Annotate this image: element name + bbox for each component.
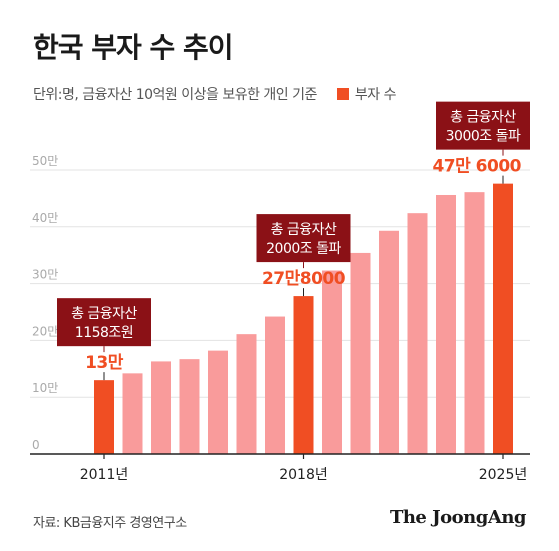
y-tick-label: 50만 (32, 154, 58, 168)
annotation-text: 총 금융자산 (271, 222, 337, 238)
x-tick-label: 2011년 (80, 467, 129, 483)
highlight-bar (293, 296, 314, 454)
bar (350, 252, 371, 454)
annotation-box (436, 101, 530, 150)
highlight-bar (94, 380, 114, 454)
annotation-text: 총 금융자산 (71, 306, 137, 322)
y-tick-label: 10만 (32, 381, 58, 395)
bar (122, 373, 143, 454)
bar (436, 194, 456, 454)
bar (379, 230, 399, 454)
annotation-box (57, 298, 151, 347)
y-tick-label: 0 (32, 438, 40, 452)
bar (322, 270, 342, 454)
highlight-bar (493, 183, 513, 454)
bar (208, 350, 228, 454)
y-tick-label: 40만 (32, 211, 58, 225)
source-note: 자료: KB금융지주 경영연구소 (33, 516, 187, 531)
annotation-text: 총 금융자산 (450, 110, 516, 126)
bar (179, 359, 200, 454)
chart-title: 한국 부자 수 추이 (33, 31, 234, 64)
bar (407, 213, 428, 454)
bar (265, 316, 285, 454)
data-label: 13만 (85, 353, 124, 373)
data-label: 27만8000 (262, 269, 346, 289)
subtitle-row: 단위:명, 금융자산 10억원 이상을 보유한 개인 기준 부자 수 (33, 84, 397, 104)
bar (464, 192, 485, 455)
legend-swatch (336, 88, 349, 100)
bar (151, 361, 171, 454)
annotation-text: 2000조 돌파 (266, 241, 341, 257)
bar (236, 334, 257, 454)
legend-label: 부자 수 (354, 87, 397, 103)
annotation-text: 1158조원 (75, 325, 133, 341)
x-tick-label: 2025년 (479, 467, 528, 483)
unit-note: 단위:명, 금융자산 10억원 이상을 보유한 개인 기준 (33, 87, 317, 103)
y-tick-label: 20만 (32, 324, 58, 338)
x-tick-label: 2018년 (279, 467, 328, 483)
brand-logo: The JoongAng (389, 507, 527, 528)
annotation-text: 3000조 돌파 (446, 129, 521, 145)
annotation-box (256, 214, 351, 263)
y-tick-label: 30만 (32, 268, 58, 282)
data-label: 47만 6000 (432, 157, 521, 177)
